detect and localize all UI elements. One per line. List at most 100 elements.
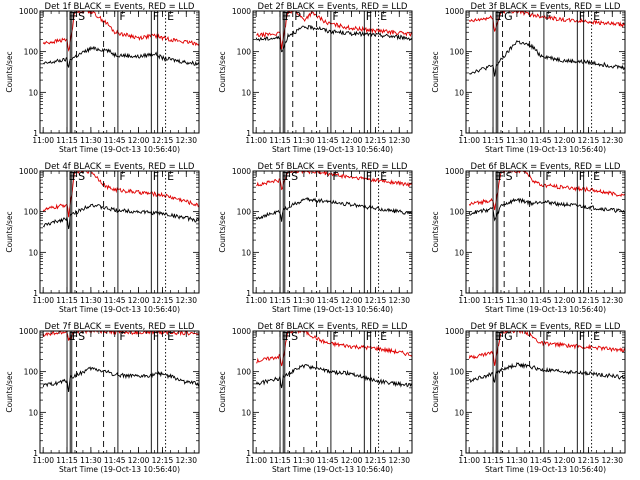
- y-tick-label: 100: [450, 208, 465, 217]
- x-tick-label: 11:15: [56, 136, 78, 145]
- time-marker-label: F: [332, 330, 338, 343]
- panel-title: Det 5f BLACK = Events, RED = LLD: [258, 162, 408, 172]
- x-tick-label: 11:15: [482, 296, 504, 305]
- time-marker-label: F: [545, 10, 551, 23]
- x-tick-label: 11:45: [317, 296, 339, 305]
- x-axis-label: Start Time (19-Oct-13 10:56:40): [485, 145, 606, 154]
- x-tick-label: 12:00: [341, 296, 363, 305]
- y-tick-label: 1000: [232, 7, 251, 16]
- x-tick-label: 11:30: [293, 456, 315, 465]
- time-marker-label: F: [366, 10, 372, 23]
- y-tick-label: 10: [28, 88, 38, 97]
- series-lld-line: [256, 331, 412, 367]
- time-marker-label: F: [119, 10, 125, 23]
- x-tick-label: 11:45: [530, 456, 552, 465]
- y-tick-label: 1: [459, 449, 464, 458]
- x-tick-label: 12:15: [578, 456, 600, 465]
- x-tick-label: 11:00: [245, 296, 267, 305]
- y-axis-label: Counts/sec: [431, 51, 440, 92]
- x-tick-label: 11:45: [104, 296, 126, 305]
- time-marker-label: F: [119, 330, 125, 343]
- series-lld-line: [42, 171, 199, 218]
- y-tick-label: 1000: [232, 167, 251, 176]
- x-tick-label: 12:15: [152, 456, 174, 465]
- plot-frame: [39, 330, 200, 454]
- time-marker-label: F: [332, 10, 338, 23]
- time-marker-label: F: [153, 170, 159, 183]
- x-tick-label: 11:30: [506, 136, 528, 145]
- time-marker-label: F: [72, 170, 78, 183]
- series-lld-line: [256, 11, 412, 50]
- panel-1: Det 1f BLACK = Events, RED = LLDEFSFFE11…: [5, 2, 200, 154]
- y-tick-label: 100: [24, 368, 39, 377]
- x-tick-label: 11:00: [32, 136, 54, 145]
- plot-frame: [465, 170, 626, 294]
- panel-8: Det 8f BLACK = Events, RED = LLDEFSFFE11…: [218, 322, 413, 474]
- y-tick-label: 1000: [445, 167, 464, 176]
- plot-frame: [39, 10, 200, 134]
- time-marker-label: F: [366, 330, 372, 343]
- x-tick-label: 12:00: [128, 456, 150, 465]
- series-events-line: [42, 366, 199, 393]
- y-tick-label: 100: [450, 48, 465, 57]
- time-marker-label: F: [545, 330, 551, 343]
- x-tick-label: 11:00: [245, 136, 267, 145]
- time-marker-label: P: [294, 10, 301, 23]
- x-tick-label: 12:30: [175, 136, 197, 145]
- time-marker-label: F: [579, 10, 585, 23]
- time-marker-label: F: [285, 330, 291, 343]
- y-axis-label: Counts/sec: [5, 211, 14, 252]
- panel-7: Det 7f BLACK = Events, RED = LLDEFSFFE11…: [5, 322, 200, 474]
- time-marker-label: F: [579, 170, 585, 183]
- series-lld-line: [42, 331, 199, 341]
- series-lld-line: [256, 171, 412, 191]
- x-tick-label: 12:30: [601, 296, 623, 305]
- y-tick-label: 1: [246, 449, 251, 458]
- plot-frame: [252, 170, 413, 294]
- y-tick-label: 1: [33, 449, 38, 458]
- panel-9: Det 9f BLACK = Events, RED = LLDEFGFFE11…: [431, 322, 626, 474]
- y-tick-label: 10: [241, 248, 251, 257]
- x-tick-label: 12:30: [601, 456, 623, 465]
- y-tick-label: 1: [246, 129, 251, 138]
- panel-title: Det 4f BLACK = Events, RED = LLD: [45, 162, 195, 172]
- x-tick-label: 12:30: [388, 296, 410, 305]
- x-tick-label: 11:00: [245, 456, 267, 465]
- series-events-line: [468, 40, 625, 77]
- x-axis-label: Start Time (19-Oct-13 10:56:40): [272, 145, 393, 154]
- series-lld-line: [468, 171, 625, 211]
- time-marker-label: F: [72, 10, 78, 23]
- panel-title: Det 8f BLACK = Events, RED = LLD: [258, 322, 408, 332]
- x-tick-label: 11:15: [269, 136, 291, 145]
- y-tick-label: 10: [454, 248, 464, 257]
- x-axis-label: Start Time (19-Oct-13 10:56:40): [59, 465, 180, 474]
- y-tick-label: 100: [24, 48, 39, 57]
- x-axis-label: Start Time (19-Oct-13 10:56:40): [485, 305, 606, 314]
- series-lld-line: [42, 11, 199, 52]
- panel-6: Det 6f BLACK = Events, RED = LLDEFSFFE11…: [431, 162, 626, 314]
- x-tick-label: 11:30: [506, 296, 528, 305]
- x-tick-label: 11:00: [458, 136, 480, 145]
- x-tick-label: 12:00: [341, 456, 363, 465]
- x-tick-label: 12:15: [578, 136, 600, 145]
- time-marker-label: S: [78, 330, 85, 343]
- x-tick-label: 11:45: [530, 296, 552, 305]
- y-tick-label: 1000: [445, 7, 464, 16]
- x-tick-label: 12:30: [175, 296, 197, 305]
- series-lld-line: [468, 11, 625, 32]
- time-marker-label: F: [366, 170, 372, 183]
- y-axis-label: Counts/sec: [431, 211, 440, 252]
- x-tick-label: 11:15: [269, 296, 291, 305]
- y-tick-label: 10: [241, 408, 251, 417]
- time-marker-label: F: [72, 330, 78, 343]
- y-tick-label: 1: [459, 129, 464, 138]
- y-tick-label: 1: [33, 289, 38, 298]
- series-events-line: [468, 362, 625, 383]
- x-tick-label: 11:30: [506, 456, 528, 465]
- time-marker-label: S: [506, 170, 513, 183]
- y-axis-label: Counts/sec: [5, 51, 14, 92]
- time-marker-label: G: [504, 330, 513, 343]
- time-marker-label: E: [380, 10, 387, 23]
- x-tick-label: 11:30: [80, 296, 102, 305]
